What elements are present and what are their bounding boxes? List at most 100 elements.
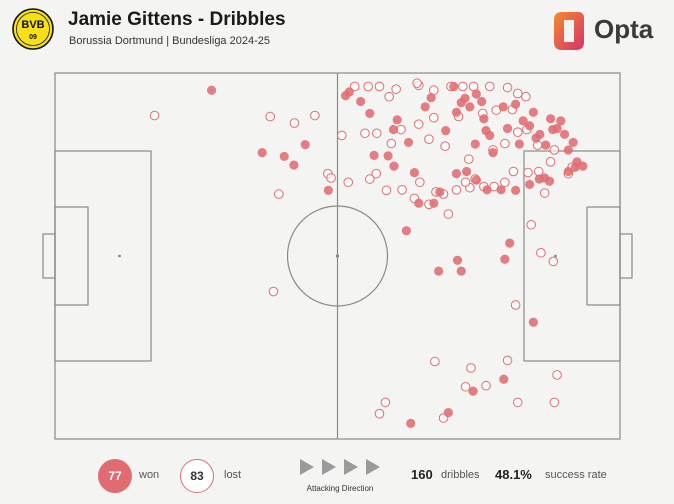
dribble-lost-point bbox=[512, 397, 523, 408]
dribble-lost-point bbox=[508, 166, 519, 177]
dribble-won-point bbox=[525, 121, 535, 131]
dribble-won-point bbox=[443, 408, 453, 418]
dribble-lost-point bbox=[443, 209, 454, 219]
dribble-won-point bbox=[344, 87, 354, 97]
dribble-won-point bbox=[511, 185, 521, 195]
dribble-won-point bbox=[541, 140, 551, 150]
dribble-lost-point bbox=[512, 88, 523, 99]
lost-count-badge: 83 bbox=[180, 459, 214, 493]
dribble-won-point bbox=[479, 114, 489, 124]
dribble-won-point bbox=[429, 198, 439, 208]
right-penalty-spot bbox=[554, 254, 557, 258]
dribble-won-point bbox=[323, 185, 333, 195]
dribble-lost-point bbox=[548, 256, 559, 267]
dribble-lost-point bbox=[424, 134, 434, 145]
dribble-lost-point bbox=[484, 81, 495, 92]
pitch bbox=[42, 72, 633, 440]
dribble-lost-point bbox=[502, 355, 513, 366]
dribble-lost-point bbox=[502, 82, 513, 93]
dribble-lost-point bbox=[510, 300, 521, 310]
dribble-lost-point bbox=[386, 138, 397, 149]
dribble-lost-point bbox=[440, 141, 450, 151]
dribble-won-point bbox=[535, 129, 545, 139]
left-penalty-area bbox=[54, 150, 152, 362]
dribble-won-point bbox=[356, 96, 366, 107]
dribble-lost-point bbox=[412, 78, 422, 89]
dribble-lost-point bbox=[500, 177, 510, 188]
dribble-won-point bbox=[552, 123, 562, 134]
dribble-won-point bbox=[471, 175, 481, 185]
dribble-won-point bbox=[499, 374, 509, 384]
dribble-lost-point bbox=[384, 91, 394, 102]
right-goal bbox=[619, 233, 633, 279]
dribble-won-point bbox=[409, 167, 420, 178]
dribble-lost-point bbox=[521, 91, 531, 102]
header: BVB 09 Jamie Gittens - Dribbles Borussia… bbox=[0, 0, 674, 60]
dribble-won-point bbox=[392, 115, 402, 125]
dribble-won-point bbox=[545, 114, 556, 124]
dribble-won-point bbox=[435, 187, 445, 197]
dribble-lost-point bbox=[466, 363, 476, 373]
dribble-lost-point bbox=[391, 84, 401, 94]
dribble-won-point bbox=[414, 198, 424, 208]
dribble-won-point bbox=[365, 108, 375, 118]
dribble-won-point bbox=[568, 137, 578, 148]
dribble-won-point bbox=[206, 85, 217, 95]
dribbles-label: dribbles bbox=[441, 469, 480, 481]
left-penalty-spot bbox=[118, 254, 121, 258]
dribble-lost-point bbox=[429, 112, 439, 123]
dribble-won-point bbox=[485, 130, 495, 141]
dribble-lost-point bbox=[549, 145, 560, 155]
dribble-won-point bbox=[388, 124, 399, 135]
opta-logo-icon bbox=[554, 12, 584, 50]
dribble-won-point bbox=[502, 123, 513, 134]
dribble-won-point bbox=[401, 226, 411, 236]
dribble-won-point bbox=[525, 179, 535, 190]
dribble-lost-point bbox=[458, 81, 468, 92]
dribble-lost-point bbox=[413, 119, 424, 129]
dribble-lost-point bbox=[265, 111, 276, 122]
dribble-lost-point bbox=[310, 110, 320, 121]
dribble-lost-point bbox=[397, 184, 407, 195]
dribble-won-point bbox=[279, 151, 289, 162]
dribble-lost-point bbox=[360, 128, 370, 139]
dribble-won-point bbox=[518, 116, 528, 126]
dribble-won-point bbox=[559, 129, 570, 139]
left-goal bbox=[42, 233, 56, 279]
dribble-lost-point bbox=[364, 174, 375, 184]
bvb-crest-icon: BVB 09 bbox=[12, 8, 54, 50]
dribble-won-point bbox=[403, 137, 414, 148]
attacking-direction-arrows-icon bbox=[300, 459, 380, 475]
dribble-lost-point bbox=[371, 128, 382, 139]
centre-circle bbox=[286, 205, 389, 307]
dribble-won-point bbox=[500, 254, 510, 264]
dribble-won-point bbox=[451, 107, 462, 117]
dribble-won-point bbox=[257, 148, 267, 158]
dribble-lost-point bbox=[289, 118, 300, 128]
footer-legend: 77 won 83 lost Attacking Direction 160 d… bbox=[0, 452, 674, 504]
dribble-won-point bbox=[498, 102, 508, 112]
dribble-lost-point bbox=[481, 380, 491, 391]
dribble-won-point bbox=[369, 150, 379, 160]
success-rate-label: success rate bbox=[545, 469, 607, 481]
dribble-lost-point bbox=[526, 219, 537, 230]
dribble-lost-point bbox=[523, 167, 533, 178]
dribble-lost-point bbox=[371, 168, 382, 179]
dribble-lost-point bbox=[512, 127, 523, 138]
dribble-won-point bbox=[563, 166, 573, 177]
dribble-lost-point bbox=[500, 138, 510, 149]
dribble-won-point bbox=[434, 266, 444, 276]
dribble-won-point bbox=[300, 139, 310, 150]
dribble-won-point bbox=[420, 102, 430, 112]
dribble-won-point bbox=[544, 176, 555, 186]
dribble-won-point bbox=[462, 166, 472, 177]
dribble-lost-point bbox=[343, 177, 354, 188]
left-six-yard-box bbox=[54, 206, 89, 306]
dribble-won-point bbox=[488, 148, 498, 158]
dribble-lost-point bbox=[326, 173, 336, 183]
dribble-won-point bbox=[452, 255, 463, 265]
dribble-won-point bbox=[482, 185, 492, 195]
dribble-won-point bbox=[556, 116, 566, 126]
dribble-won-point bbox=[470, 139, 480, 149]
success-rate-value: 48.1% bbox=[495, 467, 532, 482]
